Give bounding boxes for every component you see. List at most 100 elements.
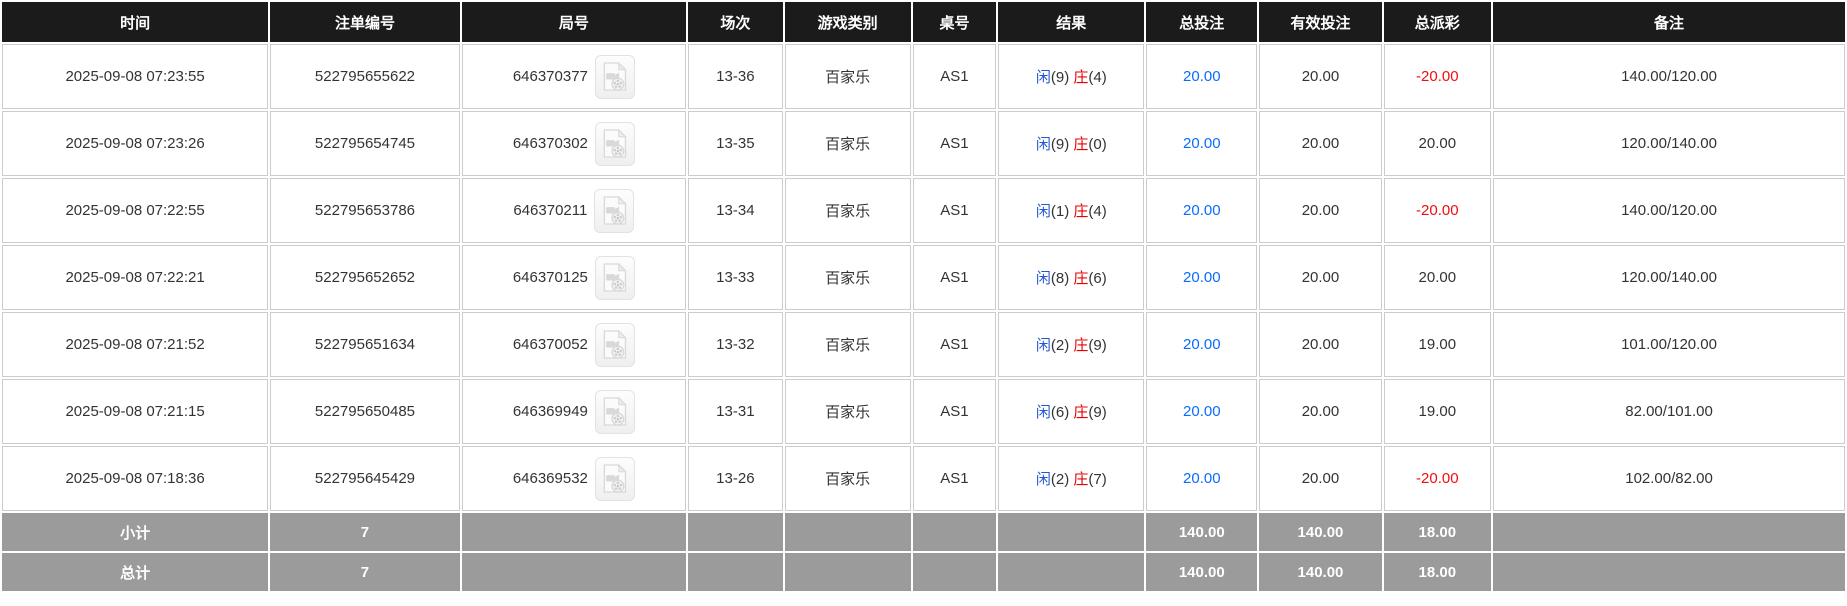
cell-total-bet: 20.00 bbox=[1146, 44, 1258, 109]
subtotal-valid-bet: 140.00 bbox=[1259, 513, 1382, 551]
cell-payout: 19.00 bbox=[1383, 379, 1492, 444]
cell-round-id: 646370377 bbox=[461, 44, 686, 109]
cell-session: 13-32 bbox=[687, 312, 783, 377]
cell-remark: 82.00/101.00 bbox=[1493, 379, 1845, 444]
grand-total-empty-cell bbox=[461, 553, 686, 591]
round-id-text: 646369949 bbox=[512, 403, 588, 420]
col-header-round-id: 局号 bbox=[461, 2, 686, 42]
result-player-score: (2) bbox=[1050, 471, 1070, 488]
subtotal-payout: 18.00 bbox=[1383, 513, 1492, 551]
cell-payout: 20.00 bbox=[1383, 111, 1492, 176]
result-player-label: 闲 bbox=[1035, 471, 1051, 488]
grand-total-payout: 18.00 bbox=[1383, 553, 1492, 591]
grand-total-empty-cell bbox=[998, 553, 1145, 591]
cell-round-id: 646369949 bbox=[461, 379, 686, 444]
video-replay-button[interactable] bbox=[594, 322, 635, 367]
round-id-text: 646370211 bbox=[513, 202, 588, 219]
cell-result: 闲(1) 庄(4) bbox=[998, 178, 1145, 243]
cell-table-no: AS1 bbox=[912, 312, 997, 377]
video-replay-button[interactable] bbox=[594, 54, 635, 99]
video-replay-button[interactable] bbox=[594, 389, 635, 434]
cell-valid-bet: 20.00 bbox=[1259, 111, 1382, 176]
round-id-wrap: 646370211 bbox=[513, 188, 635, 233]
cell-valid-bet: 20.00 bbox=[1259, 245, 1382, 310]
cell-result: 闲(8) 庄(6) bbox=[998, 245, 1145, 310]
cell-session: 13-33 bbox=[687, 245, 783, 310]
table-row: 2025-09-08 07:22:55 522795653786 646370211… bbox=[2, 178, 1845, 243]
result-banker-score: (4) bbox=[1088, 69, 1107, 86]
cell-payout: -20.00 bbox=[1383, 178, 1492, 243]
round-id-wrap: 646369949 bbox=[512, 389, 635, 434]
cell-round-id: 646370211 bbox=[461, 178, 686, 243]
result-banker-score: (4) bbox=[1088, 203, 1107, 220]
cell-time: 2025-09-08 07:22:55 bbox=[2, 178, 269, 243]
result-banker-label: 庄 bbox=[1073, 136, 1089, 153]
result-banker-score: (0) bbox=[1088, 136, 1107, 153]
result-banker-score: (9) bbox=[1088, 337, 1107, 354]
subtotal-empty-cell bbox=[1493, 513, 1845, 551]
result-player-label: 闲 bbox=[1035, 203, 1051, 220]
cell-bet-id: 522795650485 bbox=[270, 379, 460, 444]
cell-valid-bet: 20.00 bbox=[1259, 446, 1382, 511]
result-player-score: (9) bbox=[1050, 69, 1070, 86]
col-header-bet-id: 注单编号 bbox=[270, 2, 460, 42]
cell-remark: 102.00/82.00 bbox=[1493, 446, 1845, 511]
result-player-label: 闲 bbox=[1035, 404, 1051, 421]
round-id-wrap: 646370377 bbox=[512, 54, 635, 99]
round-id-wrap: 646369532 bbox=[512, 456, 635, 501]
cell-table-no: AS1 bbox=[912, 178, 997, 243]
cell-round-id: 646369532 bbox=[461, 446, 686, 511]
result-banker-label: 庄 bbox=[1073, 69, 1089, 86]
col-header-total-bet: 总投注 bbox=[1146, 2, 1258, 42]
cell-session: 13-35 bbox=[687, 111, 783, 176]
cell-table-no: AS1 bbox=[912, 44, 997, 109]
cell-round-id: 646370052 bbox=[461, 312, 686, 377]
cell-total-bet: 20.00 bbox=[1146, 111, 1258, 176]
cell-bet-id: 522795652652 bbox=[270, 245, 460, 310]
result-player-score: (8) bbox=[1050, 270, 1070, 287]
table-row: 2025-09-08 07:21:15 522795650485 646369949… bbox=[2, 379, 1845, 444]
video-replay-button[interactable] bbox=[594, 188, 635, 233]
cell-valid-bet: 20.00 bbox=[1259, 312, 1382, 377]
col-header-session: 场次 bbox=[687, 2, 783, 42]
cell-result: 闲(2) 庄(7) bbox=[998, 446, 1145, 511]
cell-remark: 120.00/140.00 bbox=[1493, 245, 1845, 310]
cell-result: 闲(9) 庄(4) bbox=[998, 44, 1145, 109]
cell-payout: 19.00 bbox=[1383, 312, 1492, 377]
cell-round-id: 646370125 bbox=[461, 245, 686, 310]
grand-total-empty-cell bbox=[912, 553, 997, 591]
cell-session: 13-36 bbox=[687, 44, 783, 109]
video-file-icon bbox=[604, 463, 628, 493]
cell-total-bet: 20.00 bbox=[1146, 245, 1258, 310]
cell-game-type: 百家乐 bbox=[784, 312, 911, 377]
subtotal-empty-cell bbox=[998, 513, 1145, 551]
result-banker-score: (7) bbox=[1088, 471, 1107, 488]
cell-table-no: AS1 bbox=[912, 379, 997, 444]
cell-total-bet: 20.00 bbox=[1146, 379, 1258, 444]
round-id-wrap: 646370125 bbox=[513, 255, 635, 300]
table-row: 2025-09-08 07:23:26 522795654745 646370302… bbox=[2, 111, 1845, 176]
round-id-text: 646370377 bbox=[512, 68, 588, 85]
cell-game-type: 百家乐 bbox=[784, 245, 911, 310]
col-header-time: 时间 bbox=[2, 2, 269, 42]
video-replay-button[interactable] bbox=[594, 121, 635, 166]
round-id-text: 646370052 bbox=[512, 336, 588, 353]
result-banker-label: 庄 bbox=[1073, 203, 1089, 220]
cell-game-type: 百家乐 bbox=[784, 178, 911, 243]
video-file-icon bbox=[604, 128, 628, 158]
cell-table-no: AS1 bbox=[912, 245, 997, 310]
round-id-text: 646369532 bbox=[512, 470, 588, 487]
cell-time: 2025-09-08 07:22:21 bbox=[2, 245, 269, 310]
cell-bet-id: 522795653786 bbox=[270, 178, 460, 243]
cell-time: 2025-09-08 07:21:15 bbox=[2, 379, 269, 444]
video-replay-button[interactable] bbox=[594, 255, 635, 300]
grand-total-label: 总计 bbox=[2, 553, 269, 591]
cell-table-no: AS1 bbox=[912, 111, 997, 176]
cell-payout: 20.00 bbox=[1383, 245, 1492, 310]
table-row: 2025-09-08 07:22:21 522795652652 646370125… bbox=[2, 245, 1845, 310]
col-header-remark: 备注 bbox=[1493, 2, 1845, 42]
result-player-score: (9) bbox=[1050, 136, 1070, 153]
cell-session: 13-31 bbox=[687, 379, 783, 444]
round-id-text: 646370302 bbox=[512, 135, 588, 152]
video-replay-button[interactable] bbox=[594, 456, 635, 501]
